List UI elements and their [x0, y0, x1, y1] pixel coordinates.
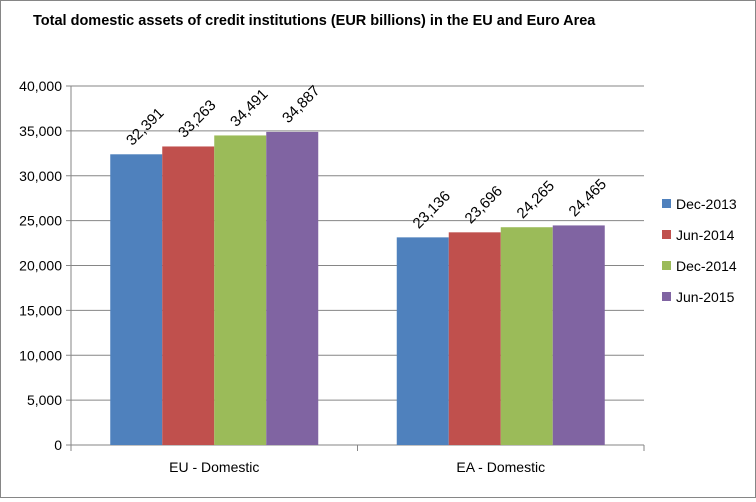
bar: [448, 232, 501, 445]
bar: [214, 135, 267, 445]
y-tick-label: 10,000: [19, 347, 62, 363]
x-tick-label: EU - Domestic: [169, 459, 259, 475]
legend-swatch: [662, 261, 671, 270]
legend-label: Dec-2014: [676, 258, 737, 274]
legend-label: Jun-2015: [676, 289, 735, 305]
bar: [500, 227, 553, 445]
data-label: 23,136: [410, 188, 454, 232]
y-tick-label: 15,000: [19, 302, 62, 318]
y-tick-label: 5,000: [27, 392, 62, 408]
data-label: 34,887: [279, 82, 323, 126]
y-tick-label: 30,000: [19, 168, 62, 184]
data-label: 32,391: [123, 105, 167, 149]
legend-label: Dec-2013: [676, 196, 737, 212]
x-tick-label: EA - Domestic: [456, 459, 545, 475]
y-tick-label: 25,000: [19, 213, 62, 229]
bar: [110, 154, 163, 445]
data-label: 34,491: [227, 86, 271, 130]
y-tick-label: 20,000: [19, 258, 62, 274]
bar: [266, 131, 319, 446]
data-label: 24,265: [514, 178, 558, 222]
y-tick-label: 0: [54, 437, 62, 453]
y-tick-label: 35,000: [19, 123, 62, 139]
bar: [552, 225, 605, 445]
data-label: 33,263: [175, 97, 219, 141]
data-label: 24,465: [566, 176, 610, 220]
bar: [396, 237, 449, 445]
legend-swatch: [662, 292, 671, 301]
bar: [162, 146, 215, 445]
legend-swatch: [662, 230, 671, 239]
chart-title: Total domestic assets of credit institut…: [33, 13, 596, 29]
legend-label: Jun-2014: [676, 227, 735, 243]
legend-swatch: [662, 199, 671, 208]
y-tick-label: 40,000: [19, 78, 62, 94]
